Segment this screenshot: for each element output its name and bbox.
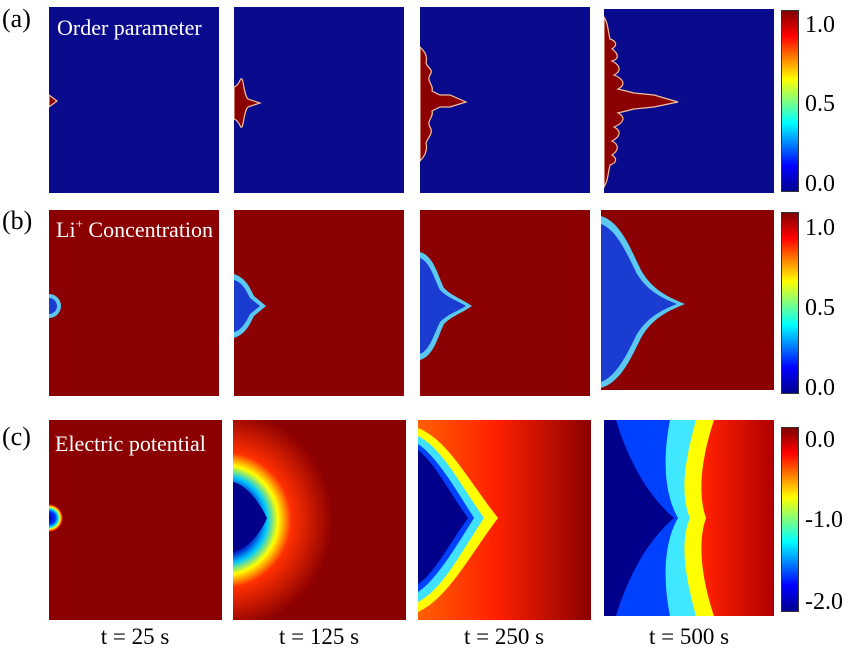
panel-a-t125: [234, 7, 404, 193]
colorbar-c-tick-mid: -1.0: [805, 507, 843, 533]
row-label-b: (b): [2, 206, 33, 235]
panel-a-t250: [420, 7, 590, 193]
panel-b-t25: [49, 210, 219, 396]
time-label-250: t = 250 s: [463, 624, 545, 649]
panel-c-t250: [418, 420, 591, 620]
colorbar-c-tick-min: -2.0: [805, 589, 843, 615]
time-label-500: t = 500 s: [648, 624, 730, 649]
panel-a-t25: [49, 7, 219, 193]
panel-a-t500: [604, 9, 774, 193]
colorbar-b: [781, 212, 799, 394]
colorbar-a: [781, 10, 799, 192]
row-label-c: (c): [2, 422, 31, 451]
time-label-25: t = 25 s: [100, 624, 170, 649]
colorbar-b-tick-min: 0.0: [805, 375, 835, 401]
colorbar-c: [781, 427, 799, 612]
panel-c-t125: [233, 420, 406, 620]
colorbar-b-tick-max: 1.0: [805, 215, 835, 241]
panel-b-t125: [234, 210, 404, 396]
title-li-concentration: Li+ Concentration: [56, 216, 214, 242]
colorbar-a-tick-mid: 0.5: [805, 91, 835, 117]
row-label-a: (a): [2, 4, 31, 33]
colorbar-a-tick-min: 0.0: [805, 171, 835, 197]
panel-b-t500: [601, 210, 774, 390]
panel-c-t25: [49, 420, 222, 620]
panel-b-t250: [420, 210, 590, 396]
panel-c-t500: [604, 420, 774, 616]
time-label-125: t = 125 s: [278, 624, 360, 649]
colorbar-b-tick-mid: 0.5: [805, 295, 835, 321]
title-order-parameter: Order parameter: [57, 15, 202, 40]
colorbar-c-tick-max: 0.0: [805, 427, 835, 453]
title-electric-potential: Electric potential: [55, 431, 206, 456]
colorbar-a-tick-max: 1.0: [805, 12, 835, 38]
